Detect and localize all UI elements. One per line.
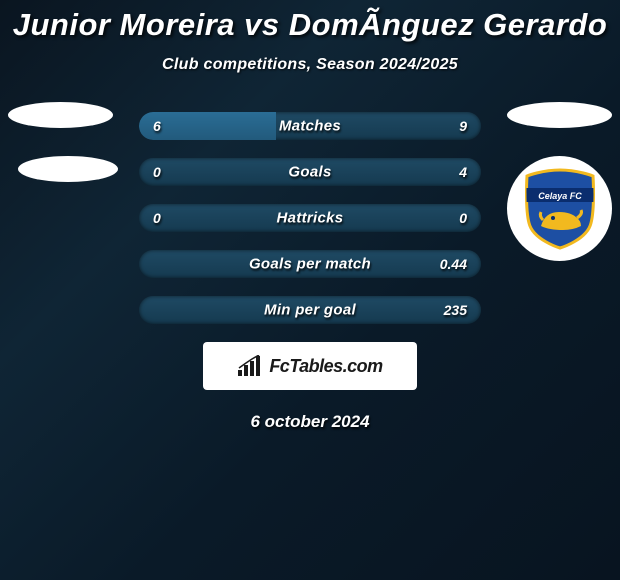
left-ellipse-1 (8, 102, 113, 128)
subtitle: Club competitions, Season 2024/2025 (0, 56, 620, 74)
stat-label: Matches (139, 118, 481, 135)
stat-bar: 04Goals (139, 158, 481, 186)
date-text: 6 october 2024 (0, 412, 620, 432)
stats-bars: 69Matches 04Goals 00Hattricks 0.44Goals per… (139, 112, 481, 324)
stat-label: Hattricks (139, 210, 481, 227)
fctables-brand[interactable]: FcTables.com (203, 342, 417, 390)
stat-bar: 69Matches (139, 112, 481, 140)
content-root: Junior Moreira vs DomÃ­nguez Gerardo Clu… (0, 0, 620, 432)
stat-bar: 00Hattricks (139, 204, 481, 232)
fctables-logo-icon (237, 355, 263, 377)
stat-label: Goals (139, 164, 481, 181)
brand-text: FcTables.com (269, 356, 382, 377)
left-ellipse-2 (18, 156, 118, 182)
svg-text:Celaya FC: Celaya FC (538, 191, 582, 201)
right-ellipse-1 (507, 102, 612, 128)
club-crest-circle: Celaya FC (507, 156, 612, 261)
stat-bar: 0.44Goals per match (139, 250, 481, 278)
right-player-badges (507, 102, 612, 128)
celaya-fc-crest-icon: Celaya FC (523, 168, 597, 250)
page-title: Junior Moreira vs DomÃ­nguez Gerardo (0, 8, 620, 56)
main-row: Celaya FC 69Matches 04Goals 00Hattricks 0.4… (0, 112, 620, 324)
stat-label: Goals per match (139, 256, 481, 273)
left-player-badges (8, 102, 118, 182)
stat-bar: 235Min per goal (139, 296, 481, 324)
stat-label: Min per goal (139, 302, 481, 319)
